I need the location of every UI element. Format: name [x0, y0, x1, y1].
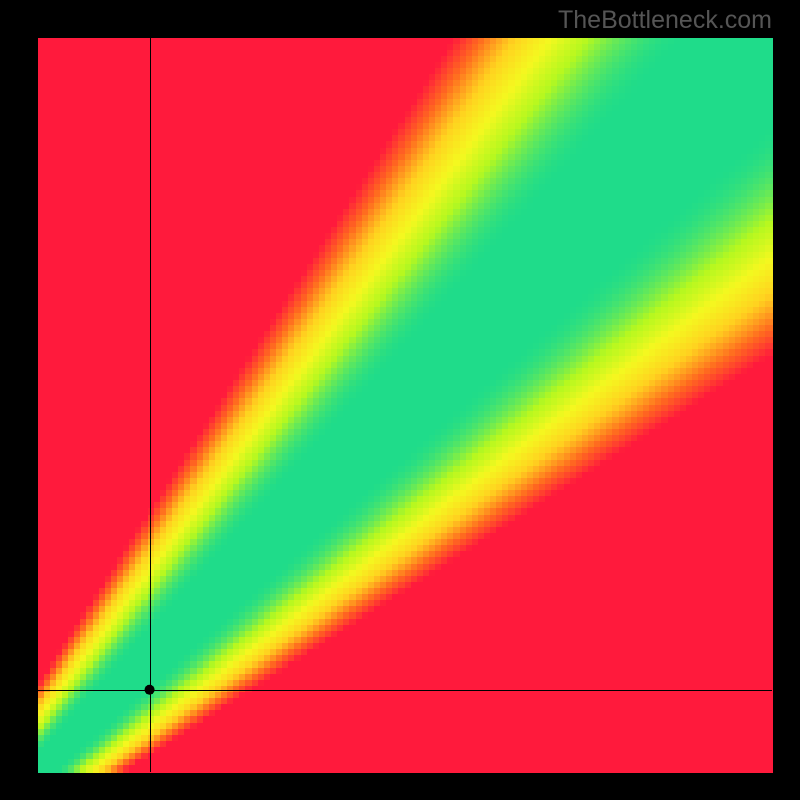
bottleneck-heatmap — [0, 0, 800, 800]
watermark-text: TheBottleneck.com — [558, 6, 772, 35]
chart-container: TheBottleneck.com — [0, 0, 800, 800]
